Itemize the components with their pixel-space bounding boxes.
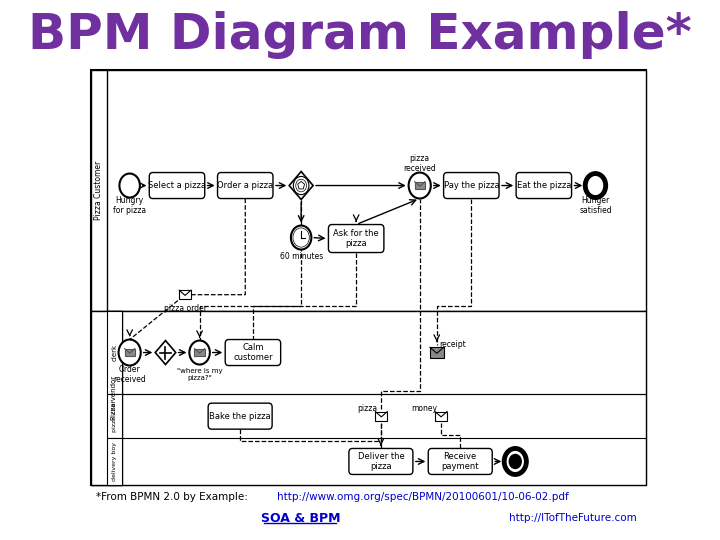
Text: delivery boy: delivery boy	[112, 442, 117, 481]
Bar	[107, 310, 122, 394]
FancyBboxPatch shape	[149, 173, 204, 199]
Text: Receive
payment: Receive payment	[441, 452, 479, 471]
Text: pizza order: pizza order	[163, 304, 207, 313]
Text: http://ITofTheFuture.com: http://ITofTheFuture.com	[510, 513, 637, 523]
Bar	[91, 310, 122, 485]
Bar	[430, 347, 444, 357]
Circle shape	[291, 226, 311, 249]
Text: http://www.omg.org/spec/BPMN/20100601/10-06-02.pdf: http://www.omg.org/spec/BPMN/20100601/10…	[277, 492, 569, 502]
FancyBboxPatch shape	[428, 448, 492, 475]
Text: pizza: pizza	[358, 404, 378, 413]
Polygon shape	[156, 341, 176, 364]
Circle shape	[585, 173, 606, 198]
Bar	[91, 70, 646, 485]
Bar	[125, 349, 135, 356]
Circle shape	[119, 340, 140, 366]
Bar	[415, 181, 425, 190]
Text: Pay the pizza: Pay the pizza	[444, 181, 499, 190]
Text: *From BPMN 2.0 by Example:: *From BPMN 2.0 by Example:	[96, 492, 254, 502]
Text: BPM Diagram Example*: BPM Diagram Example*	[28, 11, 692, 59]
Text: pizza chef: pizza chef	[112, 400, 117, 432]
Circle shape	[509, 455, 521, 469]
FancyBboxPatch shape	[225, 340, 281, 366]
Text: Eat the pizza: Eat the pizza	[517, 181, 571, 190]
Text: Order
received: Order received	[113, 365, 146, 384]
FancyBboxPatch shape	[217, 173, 273, 199]
FancyBboxPatch shape	[328, 225, 384, 253]
Bar	[179, 290, 191, 299]
Circle shape	[293, 228, 310, 247]
Bar	[91, 70, 107, 310]
Circle shape	[504, 448, 526, 475]
Circle shape	[189, 341, 210, 364]
Bar	[91, 310, 646, 485]
Text: clerk: clerk	[112, 344, 117, 361]
Text: Hungry
for pizza: Hungry for pizza	[113, 196, 146, 215]
Text: Ask for the
pizza: Ask for the pizza	[333, 229, 379, 248]
Text: Deliver the
pizza: Deliver the pizza	[358, 452, 404, 471]
Text: Pizza Customer: Pizza Customer	[94, 161, 104, 220]
FancyBboxPatch shape	[516, 173, 572, 199]
FancyBboxPatch shape	[349, 448, 413, 475]
Text: Order a pizza: Order a pizza	[217, 181, 274, 190]
Text: Pizza vendor: Pizza vendor	[112, 376, 117, 420]
Bar	[107, 394, 122, 438]
Circle shape	[120, 173, 140, 198]
FancyBboxPatch shape	[208, 403, 272, 429]
Text: money: money	[411, 404, 437, 413]
FancyBboxPatch shape	[444, 173, 499, 199]
Bar	[107, 438, 122, 485]
Text: "where is my
pizza?": "where is my pizza?"	[177, 368, 222, 381]
Circle shape	[293, 177, 309, 194]
Bar	[435, 411, 447, 421]
Text: Select a pizza: Select a pizza	[148, 181, 206, 190]
Text: Hunger
satisfied: Hunger satisfied	[579, 196, 612, 215]
Text: 60 minutes: 60 minutes	[279, 252, 323, 261]
Text: receipt: receipt	[438, 340, 466, 349]
Bar	[375, 411, 387, 421]
Circle shape	[409, 173, 431, 199]
Text: SOA & BPM: SOA & BPM	[261, 511, 340, 524]
Text: pizza
received: pizza received	[403, 154, 436, 173]
Bar	[194, 349, 204, 356]
Polygon shape	[289, 172, 313, 200]
Text: Calm
customer: Calm customer	[233, 343, 273, 362]
Text: Bake the pizza: Bake the pizza	[210, 411, 271, 421]
Circle shape	[296, 179, 307, 192]
Bar	[91, 70, 646, 310]
